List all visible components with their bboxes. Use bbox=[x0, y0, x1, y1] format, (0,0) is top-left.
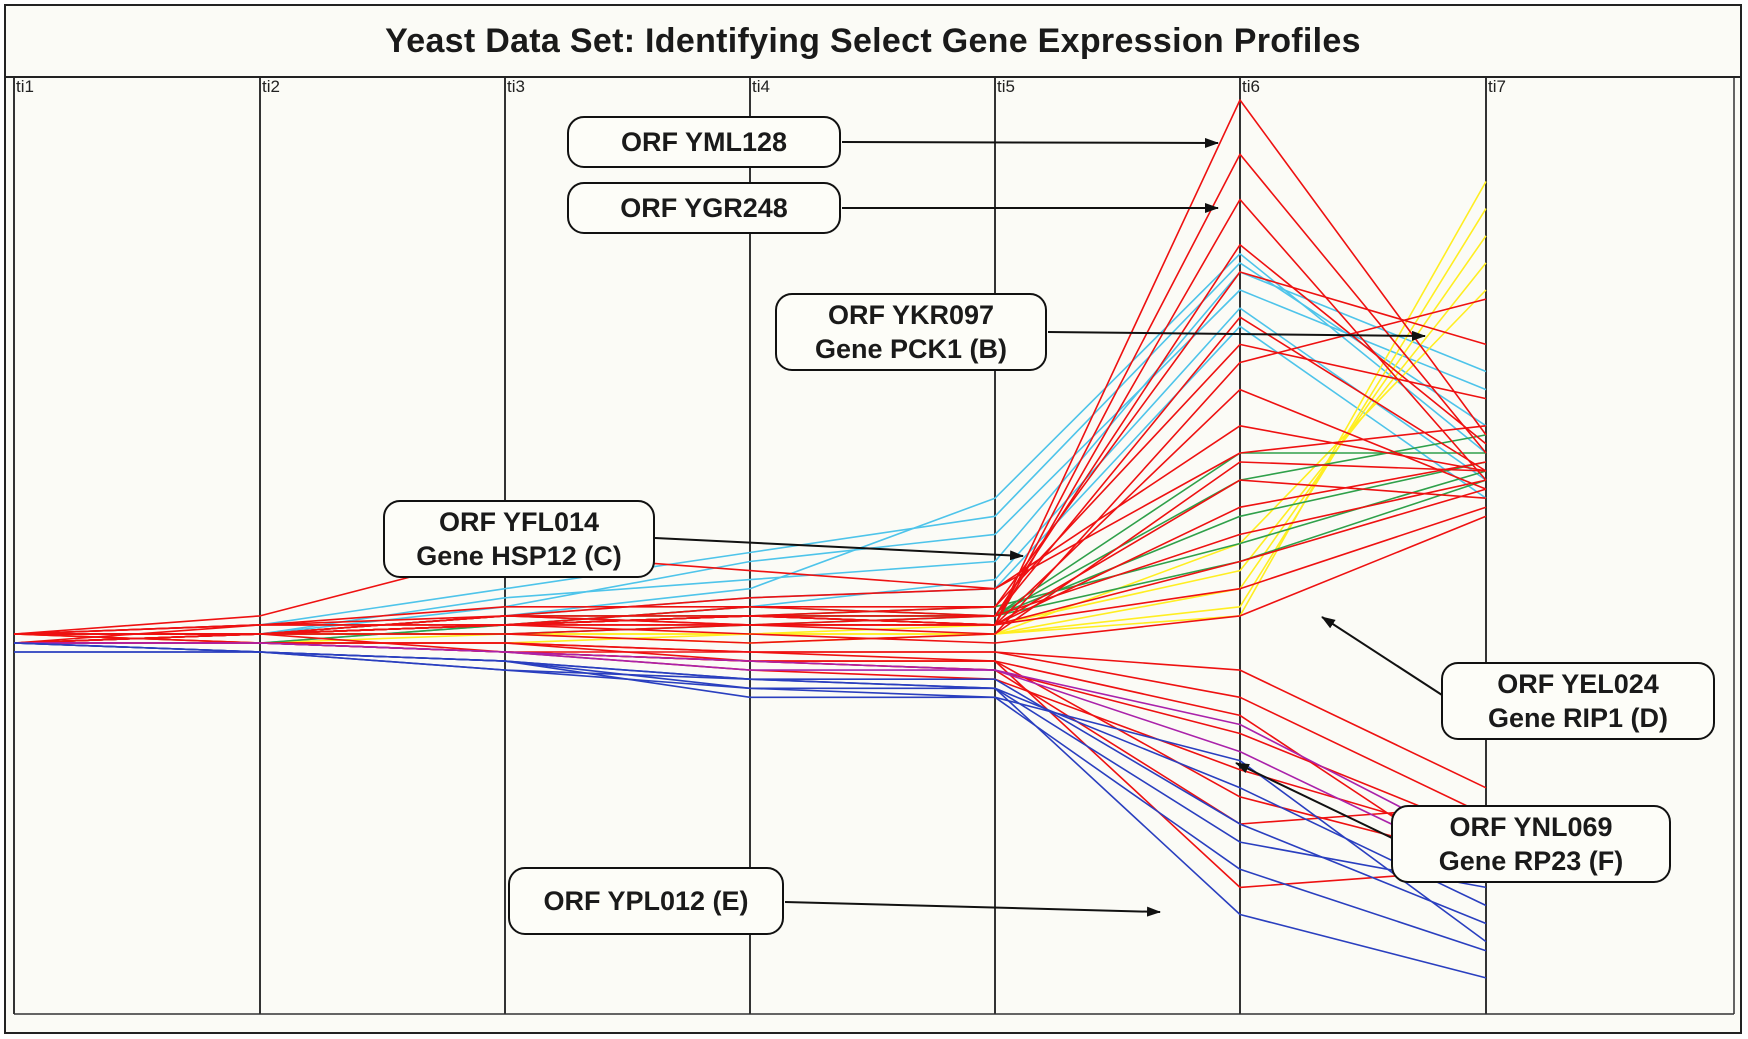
callout-arrow-6 bbox=[1235, 762, 1393, 839]
callout-label-3-line-1: ORF YKR097 bbox=[828, 300, 994, 330]
callout-6: ORF YNL069 Gene RP23 (F) bbox=[1235, 762, 1671, 883]
chart-title: Yeast Data Set: Identifying Select Gene … bbox=[385, 21, 1361, 60]
callout-box-1 bbox=[567, 116, 841, 168]
callout-box-7 bbox=[508, 867, 784, 935]
profile-line-44 bbox=[14, 642, 1487, 871]
profile-lines bbox=[13, 99, 1487, 979]
callout-label-3-line-2: Gene PCK1 (B) bbox=[815, 334, 1007, 364]
callout-box-6 bbox=[1391, 805, 1671, 883]
axis-label-ti7: ti7 bbox=[1488, 77, 1506, 96]
callout-1: ORF YML128 bbox=[567, 116, 1219, 168]
callout-5: ORF YEL024 Gene RIP1 (D) bbox=[1321, 616, 1715, 740]
title-bar: Yeast Data Set: Identifying Select Gene … bbox=[6, 6, 1740, 78]
callout-4: ORF YFL014 Gene HSP12 (C) bbox=[383, 500, 1024, 578]
callout-arrow-1 bbox=[841, 137, 1219, 148]
callout-box-5 bbox=[1441, 662, 1715, 740]
callout-label-5-line-2: Gene RIP1 (D) bbox=[1488, 703, 1668, 733]
callout-label-6-line-1: ORF YNL069 bbox=[1449, 812, 1612, 842]
callout-label-1-line-1: ORF YML128 bbox=[621, 127, 787, 157]
callout-box-3 bbox=[775, 293, 1047, 371]
callout-arrow-3 bbox=[1047, 330, 1426, 341]
callout-label-2-line-1: ORF YGR248 bbox=[620, 193, 788, 223]
axis-label-ti3: ti3 bbox=[507, 77, 525, 96]
callout-arrow-7 bbox=[784, 901, 1161, 917]
axis-label-ti6: ti6 bbox=[1242, 77, 1260, 96]
callout-3: ORF YKR097 Gene PCK1 (B) bbox=[775, 293, 1426, 371]
axis-label-ti4: ti4 bbox=[752, 77, 770, 96]
axis-label-ti2: ti2 bbox=[262, 77, 280, 96]
callout-7: ORF YPL012 (E) bbox=[508, 867, 1161, 935]
profile-line-24 bbox=[13, 424, 1487, 635]
callouts-layer: ORF YML128 ORF YGR248 ORF YKR097 Gene PCK1 … bbox=[383, 116, 1715, 935]
callout-box-4 bbox=[383, 500, 655, 578]
callout-2: ORF YGR248 bbox=[567, 182, 1219, 234]
axes-layer: ti1 ti2 ti3 ti4 ti5 ti6 ti7 bbox=[13, 77, 1735, 1015]
callout-label-7-line-1: ORF YPL012 (E) bbox=[543, 886, 748, 916]
profile-line-31 bbox=[13, 271, 1487, 635]
callout-label-5-line-1: ORF YEL024 bbox=[1497, 669, 1659, 699]
profile-line-50 bbox=[14, 651, 1487, 889]
callout-label-6-line-2: Gene RP23 (F) bbox=[1439, 846, 1624, 876]
axis-label-ti5: ti5 bbox=[997, 77, 1015, 96]
callout-label-4-line-1: ORF YFL014 bbox=[439, 507, 599, 537]
callout-arrow-5 bbox=[1321, 616, 1443, 696]
callout-label-4-line-2: Gene HSP12 (C) bbox=[416, 541, 622, 571]
axis-label-ti1: ti1 bbox=[16, 77, 34, 96]
callout-box-2 bbox=[567, 182, 841, 234]
callout-arrow-4 bbox=[654, 537, 1024, 561]
